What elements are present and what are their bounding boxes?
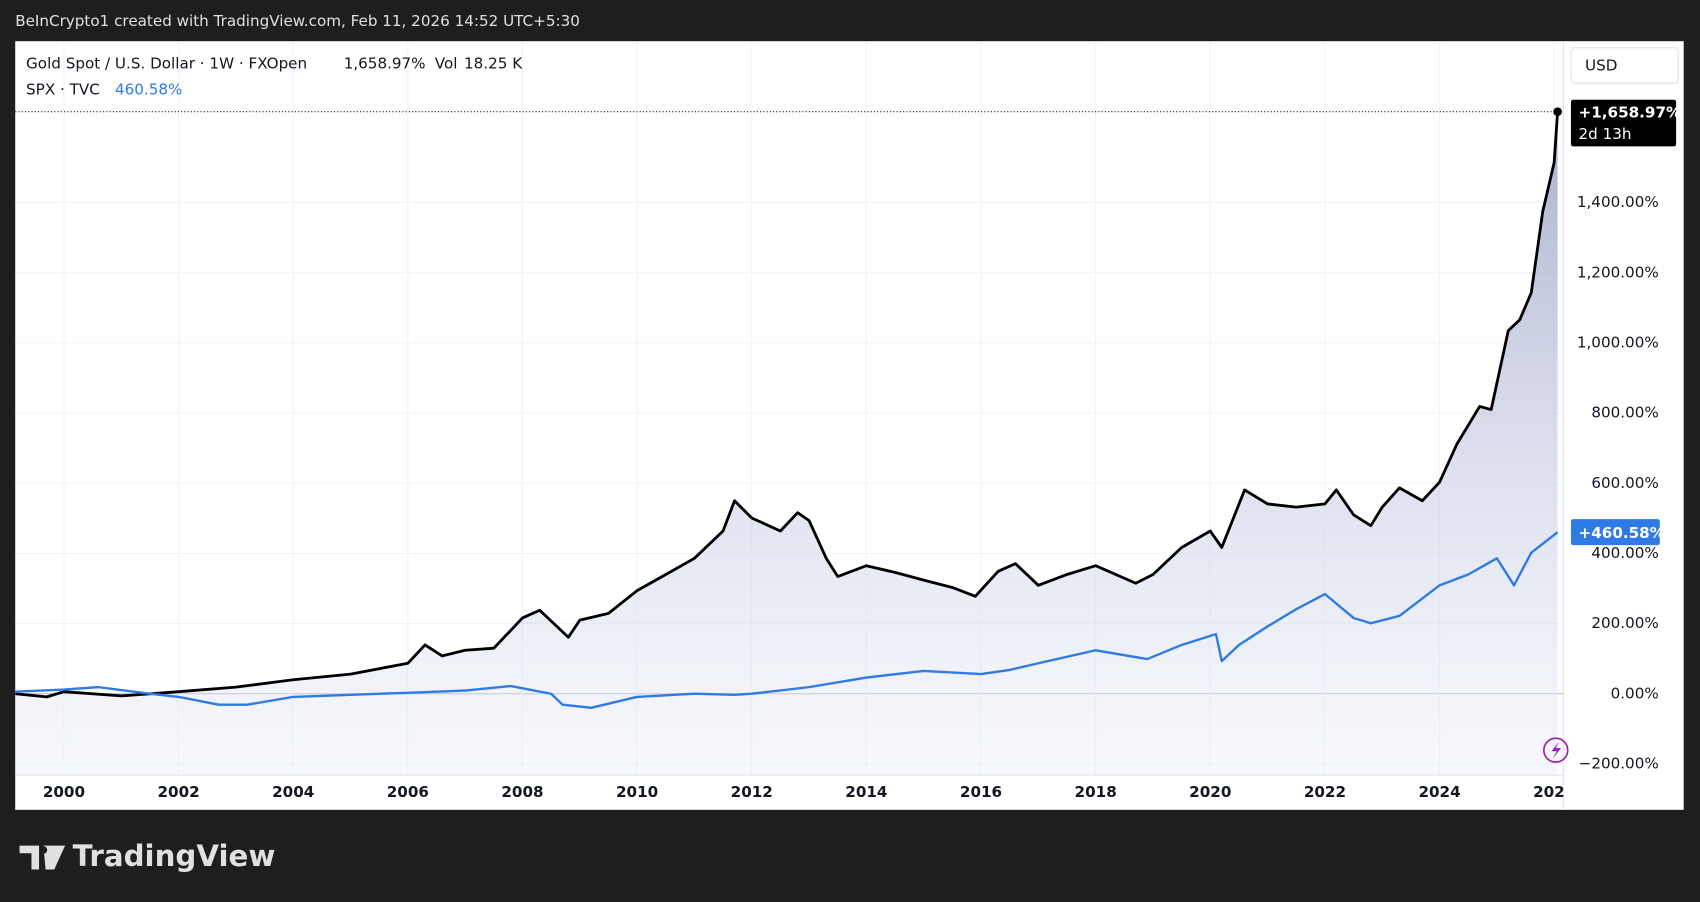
y-tick-label: 1,200.00% — [1577, 263, 1659, 281]
logo-icon — [19, 845, 66, 870]
legend-spx-value: 460.58% — [115, 80, 182, 98]
last-value-label: +460.58% — [1579, 524, 1665, 542]
logo-dot — [39, 846, 48, 854]
legend-gold: Gold Spot / U.S. Dollar · 1W · FXOpen — [26, 54, 307, 72]
y-tick-label: −200.00% — [1579, 754, 1659, 772]
series-line — [15, 111, 1560, 699]
x-tick-label: 2006 — [387, 783, 429, 801]
x-tick-label: 2004 — [272, 783, 314, 801]
legend-gold-value: 1,658.97% — [344, 54, 426, 72]
y-tick-label: 600.00% — [1591, 474, 1658, 492]
y-tick-label: 0.00% — [1611, 684, 1659, 702]
last-point — [1553, 107, 1562, 117]
currency[interactable]: USD — [1585, 57, 1617, 75]
logo-text: TradingView — [73, 839, 276, 873]
x-tick-label: 2026 — [1533, 783, 1575, 801]
x-tick-label: 2016 — [960, 783, 1002, 801]
plot — [15, 111, 1564, 776]
currency-button[interactable] — [1570, 47, 1679, 85]
y-tick-label: 800.00% — [1591, 404, 1658, 422]
y-tick-label: 1,400.00% — [1577, 193, 1659, 211]
x-tick-label: 2008 — [501, 783, 543, 801]
x-axis: 2000 2002 2004 2006 2008 2010 2012 2014 2016 2018… — [43, 783, 1575, 801]
header: BeInCrypto1 created with TradingView.com… — [15, 12, 580, 30]
legend-vol-value: 18.25 K — [464, 54, 523, 72]
y-tick-label: 200.00% — [1591, 614, 1658, 632]
y-tick-label: 400.00% — [1591, 544, 1658, 562]
x-tick-label: 2014 — [845, 783, 887, 801]
legend-vol: Vol — [435, 54, 458, 72]
x-tick-label: 2022 — [1304, 783, 1346, 801]
last-value-badge — [1570, 519, 1660, 546]
alert-icon-bolt — [1551, 741, 1562, 759]
series-line — [15, 531, 1559, 710]
x-tick-label: 2018 — [1075, 783, 1117, 801]
last-value-badge — [1570, 99, 1677, 147]
alert-icon[interactable] — [1542, 737, 1569, 764]
x-tick-label: 2012 — [731, 783, 773, 801]
last-value-label: +1,658.97% — [1579, 103, 1682, 121]
legend-spx: SPX · TVC — [26, 80, 100, 98]
x-tick-label: 2010 — [616, 783, 658, 801]
x-tick-label: 2002 — [157, 783, 199, 801]
x-tick-label: 2000 — [43, 783, 85, 801]
x-tick-label: 2024 — [1418, 783, 1460, 801]
y-axis: −200.00% 0.00% 200.00% 400.00% 600.00% 800.00… — [1577, 193, 1659, 772]
x-tick-label: 2020 — [1189, 783, 1231, 801]
area-fill — [15, 111, 1558, 776]
countdown: 2d 13h — [1579, 125, 1632, 143]
logo — [19, 845, 66, 870]
y-tick-label: 1,000.00% — [1577, 333, 1659, 351]
